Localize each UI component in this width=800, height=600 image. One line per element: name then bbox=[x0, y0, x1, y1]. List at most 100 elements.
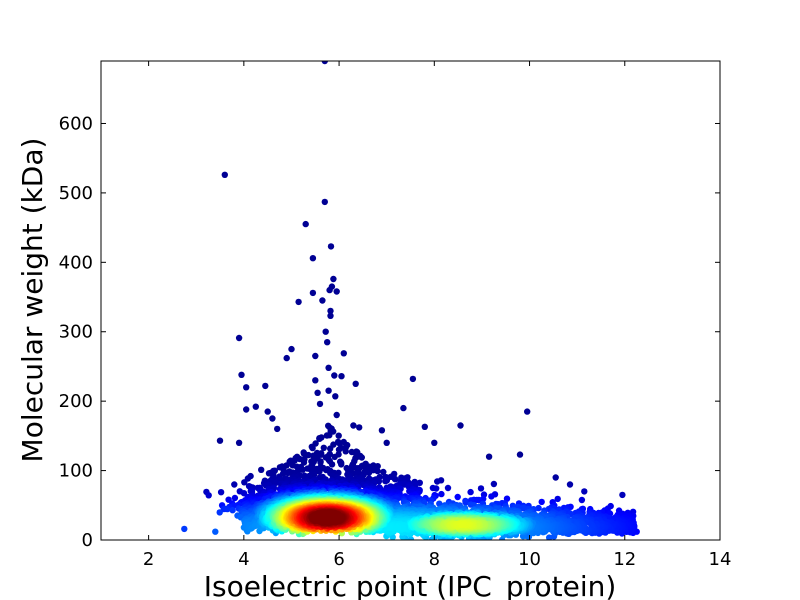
data-point bbox=[335, 432, 342, 439]
data-point bbox=[554, 495, 561, 503]
data-point bbox=[320, 444, 327, 451]
data-point bbox=[566, 481, 574, 488]
data-point bbox=[338, 461, 345, 468]
data-point bbox=[235, 439, 243, 446]
data-point bbox=[238, 371, 245, 378]
data-point bbox=[383, 439, 390, 446]
data-point bbox=[323, 432, 331, 439]
data-point bbox=[327, 243, 335, 250]
data-point bbox=[309, 255, 317, 262]
data-point bbox=[314, 389, 321, 396]
data-point bbox=[217, 489, 225, 496]
data-point bbox=[333, 411, 340, 419]
data-point bbox=[378, 427, 386, 434]
data-point bbox=[330, 275, 337, 283]
data-point bbox=[316, 435, 323, 442]
data-point bbox=[327, 307, 334, 315]
data-point bbox=[619, 491, 626, 499]
data-point bbox=[229, 507, 236, 514]
data-point bbox=[321, 61, 328, 65]
data-point bbox=[433, 485, 440, 492]
data-point bbox=[490, 480, 498, 488]
data-point bbox=[181, 525, 188, 533]
data-point bbox=[241, 479, 248, 486]
data-point bbox=[434, 478, 441, 485]
data-point bbox=[216, 437, 224, 444]
data-point bbox=[335, 446, 343, 453]
data-point bbox=[316, 400, 324, 408]
data-point bbox=[309, 444, 316, 452]
data-point bbox=[546, 534, 553, 540]
data-point bbox=[462, 499, 469, 506]
data-point bbox=[224, 505, 231, 513]
data-point bbox=[326, 286, 333, 294]
data-point bbox=[312, 377, 319, 384]
data-point bbox=[488, 493, 495, 500]
data-point bbox=[475, 496, 482, 504]
data-point bbox=[338, 373, 345, 380]
data-point bbox=[243, 406, 250, 413]
data-point bbox=[524, 408, 531, 415]
data-point bbox=[321, 198, 328, 206]
data-point bbox=[438, 490, 445, 498]
data-point bbox=[258, 466, 265, 473]
data-point bbox=[305, 451, 312, 459]
data-point bbox=[444, 484, 452, 492]
scatter-points bbox=[181, 61, 640, 540]
data-point bbox=[457, 422, 464, 429]
data-point bbox=[421, 423, 428, 430]
data-point bbox=[485, 453, 493, 460]
data-point bbox=[274, 425, 281, 433]
data-point bbox=[264, 408, 271, 415]
data-point bbox=[319, 297, 326, 304]
data-point bbox=[322, 328, 329, 335]
data-point bbox=[269, 415, 276, 422]
data-point bbox=[400, 404, 407, 412]
data-point bbox=[454, 493, 461, 501]
data-point bbox=[340, 350, 347, 357]
data-point bbox=[235, 334, 243, 342]
data-point bbox=[312, 352, 319, 360]
data-point bbox=[331, 453, 338, 461]
data-point bbox=[302, 220, 309, 228]
data-point bbox=[252, 403, 259, 410]
data-point bbox=[374, 467, 381, 475]
data-point bbox=[380, 468, 387, 476]
data-point bbox=[342, 448, 349, 455]
data-point bbox=[231, 481, 238, 488]
data-point bbox=[477, 485, 485, 492]
plot-background bbox=[101, 61, 720, 540]
data-point bbox=[365, 469, 373, 476]
data-point bbox=[327, 312, 334, 319]
data-point bbox=[231, 494, 239, 502]
data-point bbox=[358, 454, 365, 461]
data-point bbox=[299, 466, 306, 473]
data-point bbox=[325, 387, 332, 394]
data-point bbox=[581, 488, 588, 495]
data-point bbox=[331, 372, 338, 379]
data-point bbox=[431, 439, 438, 446]
data-point bbox=[216, 509, 223, 516]
data-point bbox=[325, 364, 332, 371]
data-point bbox=[467, 488, 474, 496]
data-point bbox=[392, 476, 399, 483]
data-point bbox=[288, 345, 295, 353]
data-point bbox=[212, 528, 219, 535]
data-point bbox=[333, 288, 340, 295]
data-point bbox=[356, 424, 363, 431]
data-point bbox=[375, 478, 383, 485]
data-point bbox=[332, 393, 339, 400]
data-point bbox=[324, 339, 331, 346]
data-point bbox=[327, 445, 334, 452]
data-point bbox=[309, 289, 317, 297]
data-point bbox=[283, 354, 290, 362]
data-point bbox=[243, 384, 250, 391]
data-point bbox=[552, 474, 559, 481]
data-point bbox=[538, 498, 545, 506]
data-point bbox=[409, 375, 417, 383]
data-point bbox=[262, 382, 269, 390]
data-point bbox=[578, 496, 586, 504]
data-point bbox=[328, 461, 336, 468]
data-point bbox=[382, 477, 389, 485]
